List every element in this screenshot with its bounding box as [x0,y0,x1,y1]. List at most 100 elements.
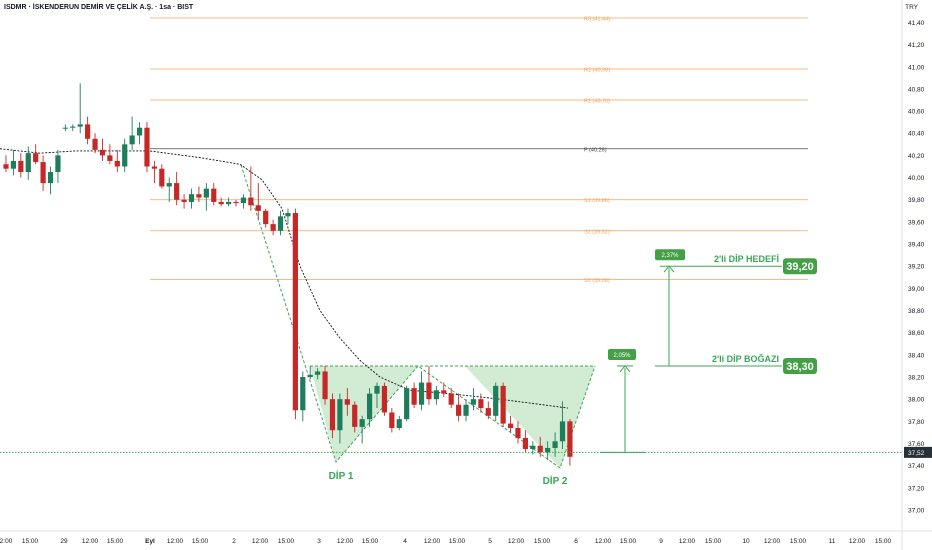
candle-body [374,385,380,394]
candle-body [559,421,566,442]
candle-body [92,138,98,150]
x-tick-label: Eyl [145,538,155,545]
candle-body [55,155,61,173]
y-tick-label: 40,80 [908,86,925,93]
candle-body [211,188,217,202]
candle-body [500,385,506,424]
candle-body [292,213,298,411]
candle-body [3,164,9,169]
x-tick-label: 6 [574,538,578,545]
candle-body [181,199,187,202]
x-tick-label: 5 [488,538,492,545]
pct-target-badge [655,249,685,261]
candle-body [315,371,321,375]
y-tick-label: 39,00 [908,286,925,293]
candle-body [248,197,254,206]
x-tick-label: 4 [403,538,407,545]
candle-body [441,390,447,394]
candle-body [285,213,291,217]
candle-body [352,404,358,427]
candle-body [522,437,528,450]
y-tick-label: 39,20 [908,264,925,271]
candle-body [411,388,417,405]
candle-body [62,127,68,129]
candle-body [329,399,336,431]
candle-body [226,201,232,205]
candle-body [144,127,150,167]
candle-body [107,155,113,161]
candle-body [366,393,373,420]
dip1-label: DİP 1 [329,469,354,482]
y-tick-label: 40,00 [908,175,925,182]
candle-body [166,183,172,187]
y-tick-label: 38,60 [908,330,925,337]
pct-neck-badge [608,348,636,360]
x-tick-label: 15:00 [192,538,209,545]
y-tick-label: 38,40 [908,352,925,359]
candle-body [122,144,128,167]
candle-body [277,216,284,231]
y-tick-label: 41,00 [908,64,925,71]
y-tick-label: 40,60 [908,109,925,116]
y-tick-label: 39,40 [908,242,925,249]
candle-body [203,188,209,198]
candle-body [99,149,106,156]
y-tick-label: 40,40 [908,131,925,138]
x-tick-label: 12:00 [424,538,441,545]
candle-body [478,399,484,409]
candle-body [463,404,469,416]
target-label: 2'li DİP HEDEFİ [714,254,779,264]
pivot-label-r1: R1 (40,70) [584,99,610,105]
candle-body [233,201,239,204]
x-tick-label: 9 [659,538,663,545]
x-tick-label: 15:00 [790,538,807,545]
chart-title: ISDMR · İSKENDERUN DEMİR VE ÇELİK A.Ş. ·… [4,4,194,11]
x-tick-label: 15:00 [534,538,551,545]
candle-body [426,382,432,400]
candle-body [136,127,143,136]
candle-body [47,172,54,184]
target-value-badge [783,258,817,275]
candle-body [196,194,202,198]
pattern-outline [240,164,596,469]
x-tick-label: 2 [232,538,236,545]
candle-body [70,126,76,128]
y-tick-label: 37,80 [908,419,925,426]
x-tick-label: 15:00 [875,538,892,545]
pct-neck-text: 2,05% [613,353,631,359]
x-tick-label: 29 [60,538,68,545]
candle-body [10,160,17,169]
pivot-label-s1: S1 (39,80) [584,198,610,204]
candle-body [530,445,536,450]
target-value: 39,20 [786,261,814,273]
pivot-label-s2: S2 (39,52) [584,229,610,235]
candle-body [507,423,514,428]
candle-body [85,124,91,139]
x-tick-label: 12:00 [82,538,99,545]
candle-body [174,183,180,200]
y-tick-label: 37,00 [908,508,925,515]
candle-body [567,421,573,457]
candle-body [344,399,350,405]
y-tick-label: 37,60 [908,441,925,448]
x-tick-label: 15:00 [362,538,379,545]
y-tick-label: 41,40 [908,20,925,27]
x-tick-label: 15:00 [22,538,39,545]
candle-body [456,404,462,416]
y-tick-label: 40,20 [908,153,925,160]
x-tick-label: 12:00 [337,538,354,545]
candle-body [240,197,247,204]
x-tick-label: 12:00 [679,538,696,545]
candle-body [151,166,157,169]
candle-body [18,160,24,173]
y-tick-label: 38,80 [908,308,925,315]
candle-body [159,168,165,187]
candle-body [545,447,551,453]
candle-body [396,419,402,428]
x-tick-label: 12:00 [595,538,612,545]
pivot-label-r2: R2 (40,98) [584,67,610,73]
candle-body [114,160,120,167]
candle-body [77,124,83,127]
candle-body [552,441,558,448]
